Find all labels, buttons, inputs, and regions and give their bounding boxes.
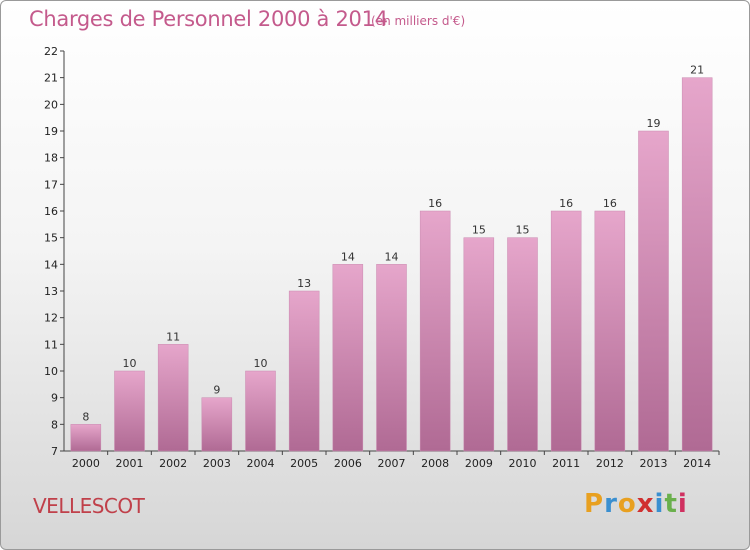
data-labels: 8 10 11 9 10 13 14 14 16 15 15 16 16 19 21 xyxy=(82,64,704,424)
y-tick-label: 11 xyxy=(44,338,58,351)
bar xyxy=(638,130,669,452)
bar xyxy=(114,370,145,452)
data-label: 16 xyxy=(603,197,617,210)
data-label: 8 xyxy=(82,410,89,423)
data-label: 16 xyxy=(559,197,573,210)
y-tick-label: 19 xyxy=(44,125,58,138)
bar xyxy=(550,210,582,452)
bar xyxy=(70,424,102,452)
logo-letter: i xyxy=(654,489,665,519)
y-tick-label: 17 xyxy=(44,178,58,191)
x-tick-label: 2014 xyxy=(683,457,711,470)
bar xyxy=(594,210,626,452)
y-tick-label: 10 xyxy=(44,365,58,378)
x-axis: 2000 2001 2002 2003 2004 2005 2006 2007 2008 2009… xyxy=(64,450,720,470)
logo-letter: o xyxy=(617,489,637,519)
proxiti-logo: Proxiti xyxy=(584,489,688,519)
data-label: 14 xyxy=(385,250,399,263)
x-tick-label: 2013 xyxy=(640,457,668,470)
x-tick-label: 2009 xyxy=(465,457,493,470)
bar xyxy=(332,264,364,452)
y-tick-label: 12 xyxy=(44,312,58,325)
data-label: 15 xyxy=(516,224,530,237)
bar xyxy=(463,237,495,452)
data-label: 13 xyxy=(297,277,311,290)
data-label: 10 xyxy=(123,357,137,370)
logo-letter: P xyxy=(584,489,605,519)
data-label: 15 xyxy=(472,224,486,237)
x-tick-label: 2011 xyxy=(552,457,580,470)
bar xyxy=(157,344,189,452)
y-tick-label: 16 xyxy=(44,205,58,218)
bar xyxy=(201,397,233,452)
x-tick-label: 2000 xyxy=(72,457,100,470)
x-tick-label: 2006 xyxy=(334,457,362,470)
y-tick-label: 9 xyxy=(51,392,58,405)
logo-letter: x xyxy=(636,489,655,519)
y-tick-label: 7 xyxy=(51,445,58,458)
bar xyxy=(681,77,713,452)
x-tick-label: 2008 xyxy=(421,457,449,470)
x-tick-label: 2003 xyxy=(203,457,231,470)
bar xyxy=(245,370,276,452)
bar xyxy=(419,210,451,452)
commune-name: VELLESCOT xyxy=(33,494,145,518)
data-label: 9 xyxy=(213,384,220,397)
x-tick-label: 2004 xyxy=(247,457,275,470)
bar xyxy=(288,290,320,452)
y-tick-label: 8 xyxy=(51,418,58,431)
y-axis: 7 8 9 10 11 12 13 14 15 16 17 18 19 20 21 22 xyxy=(44,45,65,458)
logo-letter: r xyxy=(604,489,618,519)
x-tick-label: 2012 xyxy=(596,457,624,470)
x-tick-label: 2002 xyxy=(159,457,187,470)
x-tick-label: 2005 xyxy=(290,457,318,470)
y-tick-label: 15 xyxy=(44,232,58,245)
logo-letter: i xyxy=(677,489,688,519)
x-tick-label: 2007 xyxy=(378,457,406,470)
chart-title: Charges de Personnel 2000 à 2014 xyxy=(29,7,388,31)
bar xyxy=(376,264,407,452)
y-tick-label: 22 xyxy=(44,45,58,58)
y-tick-label: 13 xyxy=(44,285,58,298)
x-tick-label: 2001 xyxy=(116,457,144,470)
chart-subtitle: (en milliers d'€) xyxy=(371,14,466,28)
data-label: 11 xyxy=(166,330,180,343)
bar xyxy=(507,237,538,452)
data-label: 19 xyxy=(647,117,661,130)
data-label: 16 xyxy=(428,197,442,210)
data-label: 10 xyxy=(254,357,268,370)
y-tick-label: 21 xyxy=(44,72,58,85)
logo-letter: t xyxy=(664,489,678,519)
data-label: 14 xyxy=(341,250,355,263)
y-tick-label: 18 xyxy=(44,152,58,165)
x-tick-label: 2010 xyxy=(509,457,537,470)
y-tick-label: 20 xyxy=(44,98,58,111)
data-label: 21 xyxy=(690,64,704,77)
y-tick-label: 14 xyxy=(44,258,58,271)
bars xyxy=(70,77,713,452)
